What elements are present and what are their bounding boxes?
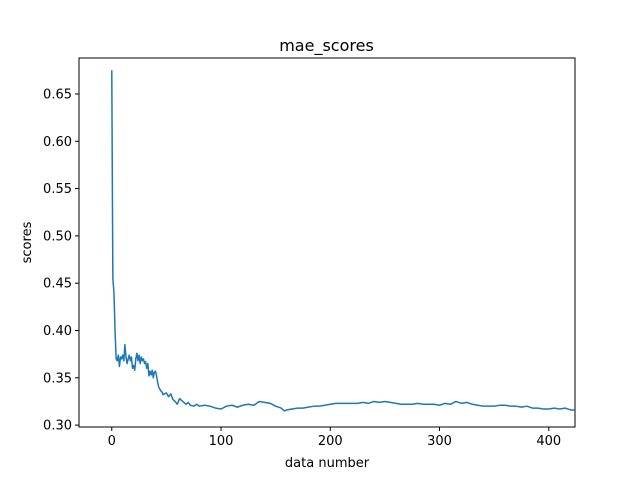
x-tick-label: 200 [318, 434, 343, 449]
x-axis: 0 100 200 300 400 [108, 427, 561, 449]
x-axis-title: data number [285, 456, 370, 471]
y-tick-label: 0.45 [43, 277, 72, 292]
y-tick-label: 0.50 [43, 229, 72, 244]
y-tick-label: 0.35 [43, 371, 72, 386]
chart-title: mae_scores [279, 36, 374, 56]
plot-area [78, 57, 576, 428]
y-axis: 0.30 0.35 0.40 0.45 0.50 0.55 0.60 0.65 [43, 87, 79, 434]
y-tick-label: 0.30 [43, 419, 72, 434]
y-tick-label: 0.40 [43, 324, 72, 339]
x-tick-label: 0 [108, 434, 116, 449]
x-tick-label: 100 [209, 434, 234, 449]
y-axis-title: scores [20, 221, 35, 263]
y-tick-label: 0.65 [43, 87, 72, 102]
y-tick-label: 0.60 [43, 135, 72, 150]
y-tick-label: 0.55 [43, 182, 72, 197]
series-line [111, 70, 575, 412]
x-tick-label: 400 [536, 434, 561, 449]
x-tick-label: 300 [427, 434, 452, 449]
